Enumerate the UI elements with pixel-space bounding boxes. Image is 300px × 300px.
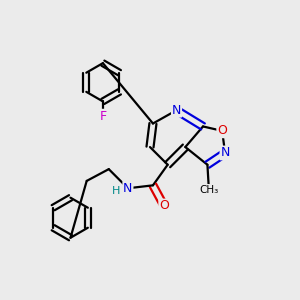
Text: N: N — [172, 104, 181, 117]
Text: CH₃: CH₃ — [199, 185, 218, 195]
Text: N: N — [123, 182, 133, 195]
Text: N: N — [220, 146, 230, 159]
Text: O: O — [217, 124, 227, 137]
Text: H: H — [112, 186, 120, 196]
Text: F: F — [99, 110, 106, 123]
Text: O: O — [159, 200, 169, 212]
